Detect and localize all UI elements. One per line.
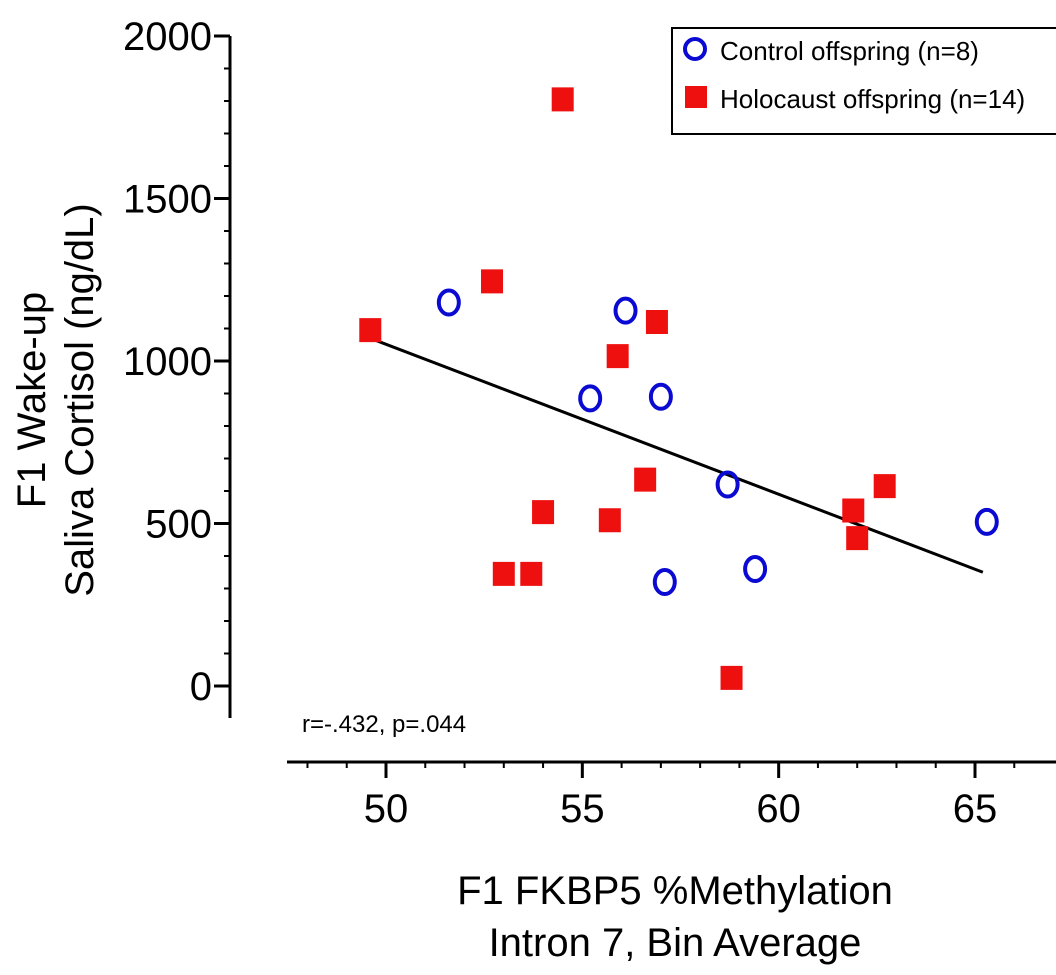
- control-offspring-point: [652, 568, 677, 596]
- legend-control-marker: [683, 37, 707, 61]
- y-axis-ticks: 0 500 1000 1500 2000: [123, 15, 230, 709]
- y-axis-title-line-2: Saliva Cortisol (ng/dL): [58, 203, 102, 597]
- holocaust-offspring-point: [842, 498, 865, 523]
- x-axis-ticks: 50 55 60 65: [306, 762, 1016, 831]
- holocaust-offspring-point: [481, 269, 504, 294]
- data-points: [359, 87, 999, 690]
- x-axis-title-line-1: F1 FKBP5 %Methylation: [457, 869, 893, 913]
- x-tick-label: 65: [953, 787, 998, 831]
- correlation-annotation: r=-.432, p=.044: [302, 711, 466, 738]
- legend-holocaust-label: Holocaust offspring (n=14): [720, 84, 1025, 114]
- holocaust-offspring-point: [520, 561, 543, 586]
- holocaust-offspring-point: [873, 474, 896, 499]
- control-offspring-point: [715, 470, 740, 499]
- holocaust-offspring-point: [598, 508, 621, 533]
- control-offspring-point: [578, 384, 603, 413]
- holocaust-offspring-point: [846, 526, 869, 551]
- control-offspring-point: [436, 288, 461, 317]
- holocaust-offspring-point: [606, 344, 629, 369]
- holocaust-offspring-point: [532, 500, 555, 525]
- holocaust-offspring-point: [551, 87, 574, 112]
- x-tick-label: 55: [560, 787, 605, 831]
- holocaust-offspring-point: [634, 467, 657, 492]
- legend: Control offspring (n=8) Holocaust offspr…: [671, 27, 1056, 135]
- y-tick-label: 2000: [123, 15, 212, 59]
- x-axis-title-line-2: Intron 7, Bin Average: [489, 921, 862, 965]
- legend-control-label: Control offspring (n=8): [720, 36, 979, 66]
- y-tick-label: 1500: [123, 178, 212, 222]
- holocaust-offspring-point: [359, 318, 382, 343]
- x-tick-label: 50: [364, 787, 409, 831]
- legend-box: [671, 27, 1056, 135]
- control-offspring-point: [648, 382, 673, 411]
- y-tick-label: 500: [145, 503, 212, 547]
- y-tick-label: 0: [190, 665, 212, 709]
- y-tick-label: 1000: [123, 340, 212, 384]
- x-tick-label: 60: [756, 787, 801, 831]
- control-offspring-point: [613, 296, 638, 325]
- holocaust-offspring-point: [720, 665, 743, 690]
- legend-holocaust-marker: [685, 86, 707, 108]
- regression-line: [369, 336, 984, 574]
- control-offspring-point: [743, 555, 768, 583]
- holocaust-offspring-point: [492, 561, 515, 586]
- control-offspring-point: [974, 507, 999, 536]
- holocaust-offspring-point: [645, 310, 668, 334]
- y-axis-title-line-1: F1 Wake-up: [10, 292, 54, 508]
